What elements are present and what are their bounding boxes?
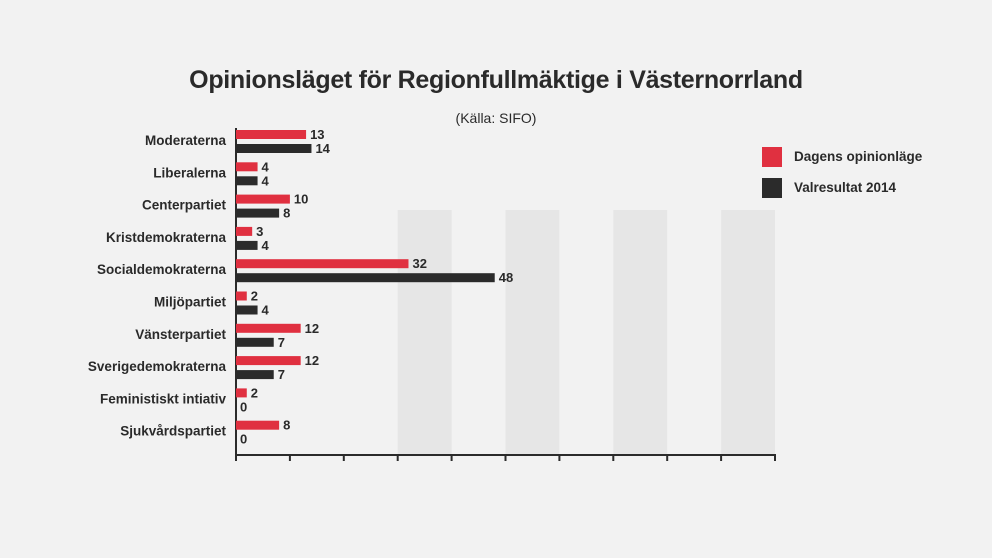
data-label: 7 — [278, 367, 285, 382]
data-label: 4 — [262, 303, 270, 318]
chart-subtitle: (Källa: SIFO) — [455, 110, 537, 126]
bar-dagens — [236, 259, 409, 269]
bar-dagens — [236, 162, 258, 172]
bar-dagens — [236, 291, 247, 301]
legend-item-series-2: Valresultat 2014 — [762, 178, 982, 200]
legend-label: Valresultat 2014 — [794, 180, 897, 195]
grid-band — [613, 210, 668, 455]
category-label: Liberalerna — [153, 165, 226, 180]
category-label: Sjukvårdspartiet — [120, 424, 226, 439]
data-label: 8 — [283, 206, 290, 221]
category-label: Sverigedemokraterna — [88, 359, 227, 374]
legend-item-series-1: Dagens opinionläge — [762, 147, 982, 169]
category-label: Moderaterna — [145, 133, 227, 148]
bar-valresultat — [236, 144, 312, 153]
category-label: Centerpartiet — [142, 198, 227, 213]
bar-valresultat — [236, 208, 280, 218]
bar-dagens — [236, 130, 307, 139]
bar-dagens — [236, 420, 280, 430]
data-label: 12 — [305, 353, 319, 368]
bar-valresultat — [236, 305, 258, 315]
category-label: Socialdemokraterna — [97, 262, 227, 277]
data-label: 14 — [315, 141, 330, 156]
category-label: Miljöpartiet — [154, 295, 227, 310]
data-label: 8 — [283, 418, 290, 433]
data-label: 3 — [256, 224, 263, 239]
bar-dagens — [236, 194, 290, 204]
data-label: 4 — [262, 173, 270, 188]
data-label: 13 — [310, 127, 324, 142]
data-label: 10 — [294, 192, 308, 207]
data-label: 0 — [240, 399, 247, 414]
data-label: 48 — [499, 270, 513, 285]
chart-title: Opinionsläget för Regionfullmäktige i Vä… — [189, 66, 803, 94]
legend-swatch-dark — [762, 178, 782, 198]
grid-band — [505, 210, 560, 455]
bar-valresultat — [236, 240, 258, 250]
bar-valresultat — [236, 273, 495, 283]
bar-dagens — [236, 226, 253, 236]
category-label: Kristdemokraterna — [106, 230, 227, 245]
data-label: 2 — [251, 385, 258, 400]
data-label: 12 — [305, 321, 319, 336]
category-label: Feministiskt intiativ — [100, 391, 227, 406]
bar-valresultat — [236, 337, 274, 347]
bar-dagens — [236, 323, 301, 333]
category-label: Vänsterpartiet — [135, 327, 226, 342]
data-label: 32 — [412, 256, 426, 271]
legend-label: Dagens opinionläge — [794, 149, 923, 164]
grid-band — [397, 210, 452, 455]
data-label: 4 — [262, 159, 270, 174]
data-label: 4 — [262, 238, 270, 253]
grid-band — [721, 210, 775, 455]
bar-dagens — [236, 388, 247, 398]
data-label: 0 — [240, 432, 247, 447]
data-label: 7 — [278, 335, 285, 350]
data-label: 2 — [251, 289, 258, 304]
bar-dagens — [236, 356, 301, 366]
legend-swatch-red — [762, 147, 782, 167]
bar-valresultat — [236, 176, 258, 186]
bar-valresultat — [236, 370, 274, 380]
